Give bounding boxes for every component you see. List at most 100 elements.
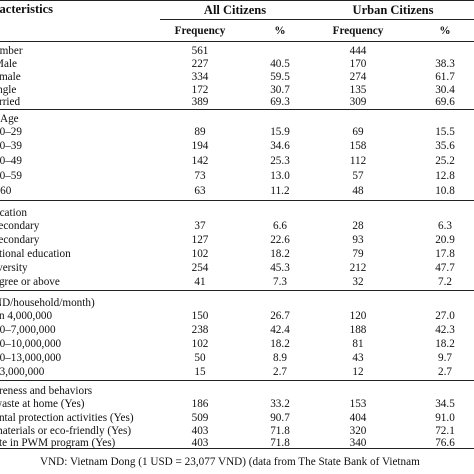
row-label: Male bbox=[0, 58, 17, 70]
cell-urban-percent: 17.8 bbox=[435, 248, 455, 260]
rule-top bbox=[0, 0, 474, 1]
cell-urban-frequency: 12 bbox=[352, 366, 364, 378]
cell-all-frequency: 389 bbox=[191, 96, 209, 108]
cell-urban-percent: 42.3 bbox=[435, 324, 455, 336]
cell-all-percent: 90.7 bbox=[270, 412, 290, 424]
cell-urban-frequency: 43 bbox=[352, 352, 364, 364]
cell-all-percent: 7.3 bbox=[273, 276, 287, 288]
cell-all-percent: 69.3 bbox=[270, 96, 290, 108]
cell-all-frequency: 142 bbox=[191, 155, 209, 167]
cell-urban-percent: 10.8 bbox=[435, 185, 455, 197]
cell-all-frequency: 102 bbox=[191, 248, 209, 260]
rule-section-4 bbox=[0, 380, 474, 381]
cell-urban-frequency: 309 bbox=[349, 96, 367, 108]
cell-all-percent: 71.8 bbox=[270, 425, 290, 437]
cell-urban-frequency: 79 bbox=[352, 248, 364, 260]
cell-all-frequency: 50 bbox=[194, 352, 206, 364]
cell-all-frequency: 102 bbox=[191, 338, 209, 350]
cell-urban-percent: 34.5 bbox=[435, 398, 455, 410]
row-label: 50–59 bbox=[0, 170, 22, 182]
row-label: ate in PWM program (Yes) bbox=[0, 437, 116, 449]
cell-urban-frequency: 135 bbox=[349, 84, 367, 96]
cell-all-frequency: 127 bbox=[191, 234, 209, 246]
cell-all-percent: 13.0 bbox=[270, 170, 290, 182]
cell-urban-frequency: 81 bbox=[352, 338, 364, 350]
header-all-percent: % bbox=[274, 25, 286, 37]
cell-urban-percent: 30.4 bbox=[435, 84, 455, 96]
cell-all-frequency: 89 bbox=[194, 126, 206, 138]
cell-urban-percent: 2.7 bbox=[438, 366, 452, 378]
cell-urban-percent: 12.8 bbox=[435, 170, 455, 182]
row-label: ingle bbox=[0, 84, 17, 96]
cell-all-percent: 26.7 bbox=[270, 310, 290, 322]
rule-header-bottom bbox=[0, 41, 474, 42]
cell-urban-percent: 76.6 bbox=[435, 437, 455, 449]
row-label: ental protection activities (Yes) bbox=[0, 412, 134, 424]
row-label: 00–10,000,000 bbox=[0, 338, 62, 350]
cell-all-frequency: 561 bbox=[191, 45, 209, 57]
cell-all-percent: 40.5 bbox=[270, 58, 290, 70]
cell-all-frequency: 254 bbox=[191, 262, 209, 274]
cell-urban-percent: 7.2 bbox=[438, 276, 452, 288]
cell-all-frequency: 509 bbox=[191, 412, 209, 424]
row-label: emale bbox=[0, 71, 21, 83]
section-title-awareness: areness and behaviors bbox=[0, 385, 93, 397]
cell-urban-frequency: 48 bbox=[352, 185, 364, 197]
cell-all-percent: 25.3 bbox=[270, 155, 290, 167]
rule-section-1 bbox=[0, 109, 474, 110]
section-title-education: ucation bbox=[0, 207, 27, 219]
cell-urban-frequency: 320 bbox=[349, 425, 367, 437]
cell-all-frequency: 227 bbox=[191, 58, 209, 70]
row-label: 00–7,000,000 bbox=[0, 324, 56, 336]
cell-all-frequency: 150 bbox=[191, 310, 209, 322]
cell-urban-percent: 6.3 bbox=[438, 220, 452, 232]
cell-all-frequency: 37 bbox=[194, 220, 206, 232]
cell-urban-frequency: 444 bbox=[349, 45, 367, 57]
cell-urban-percent: 61.7 bbox=[435, 71, 455, 83]
cell-all-percent: 34.6 bbox=[270, 140, 290, 152]
table-footnote: VND: Vietnam Dong (1 USD = 23,077 VND) (… bbox=[40, 456, 420, 468]
cell-all-percent: 30.7 bbox=[270, 84, 290, 96]
cell-urban-frequency: 340 bbox=[349, 437, 367, 449]
cell-all-percent: 42.4 bbox=[270, 324, 290, 336]
cell-urban-frequency: 69 bbox=[352, 126, 364, 138]
row-label: iversity bbox=[0, 262, 28, 274]
rule-bottom bbox=[0, 448, 474, 449]
header-urban-percent: % bbox=[439, 25, 451, 37]
section-title-income: ND/household/month) bbox=[0, 297, 95, 309]
cell-all-percent: 59.5 bbox=[270, 71, 290, 83]
cell-urban-percent: 9.7 bbox=[438, 352, 452, 364]
cell-all-percent: 11.2 bbox=[270, 185, 290, 197]
rule-section-3 bbox=[0, 290, 474, 291]
cell-all-percent: 8.9 bbox=[273, 352, 287, 364]
row-label: waste at home (Yes) bbox=[0, 398, 85, 410]
cell-urban-percent: 91.0 bbox=[435, 412, 455, 424]
cell-all-frequency: 186 bbox=[191, 398, 209, 410]
cell-all-frequency: 238 bbox=[191, 324, 209, 336]
cell-urban-percent: 25.2 bbox=[435, 155, 455, 167]
row-label: secondary bbox=[0, 234, 40, 246]
cell-urban-frequency: 212 bbox=[349, 262, 367, 274]
rule-group-header bbox=[160, 19, 474, 20]
cell-urban-percent: 27.0 bbox=[435, 310, 455, 322]
cell-urban-percent: 18.2 bbox=[435, 338, 455, 350]
row-label: ≥60 bbox=[0, 185, 12, 197]
cell-all-percent: 2.7 bbox=[273, 366, 287, 378]
row-label: ational education bbox=[0, 248, 71, 260]
cell-all-percent: 22.6 bbox=[270, 234, 290, 246]
cell-all-frequency: 73 bbox=[194, 170, 206, 182]
row-label: secondary bbox=[0, 220, 40, 232]
row-label: an 4,000,000 bbox=[0, 310, 53, 322]
cell-all-percent: 18.2 bbox=[270, 338, 290, 350]
cell-urban-frequency: 158 bbox=[349, 140, 367, 152]
cell-all-frequency: 403 bbox=[191, 437, 209, 449]
cell-all-frequency: 15 bbox=[194, 366, 206, 378]
cell-all-percent: 15.9 bbox=[270, 126, 290, 138]
cell-urban-percent: 38.3 bbox=[435, 58, 455, 70]
cell-all-percent: 71.8 bbox=[270, 437, 290, 449]
cell-urban-frequency: 170 bbox=[349, 58, 367, 70]
header-all-citizens: All Citizens bbox=[203, 3, 267, 17]
cell-urban-frequency: 153 bbox=[349, 398, 367, 410]
cell-urban-frequency: 274 bbox=[349, 71, 367, 83]
cell-urban-frequency: 404 bbox=[349, 412, 367, 424]
